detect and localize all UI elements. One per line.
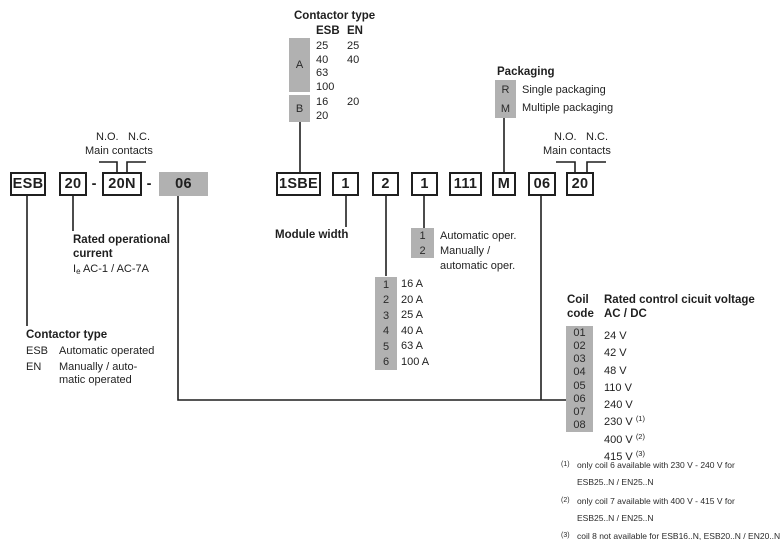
operation-label-1: Automatic oper. [440, 230, 517, 242]
order-box-111: 111 [449, 172, 482, 196]
order-box-current: 2 [372, 172, 399, 196]
connector-06L-to-coil-row [177, 196, 566, 401]
operation-label-2: Manually / [440, 245, 491, 257]
col-header-en: EN [347, 25, 363, 37]
connector-left-NC-bracket [126, 161, 146, 172]
coil-header-1b: code [567, 308, 594, 320]
coil-code-05: 05 [573, 379, 586, 392]
right-no-label: N.O. [554, 131, 577, 143]
footnote-2-marker: (2) [561, 497, 570, 504]
footnote-3-marker: (3) [561, 532, 570, 539]
operation-key-2: 2 [419, 244, 426, 257]
coil-voltage-column: 24 V 42 V 48 V 110 V 240 V 230 V (1) 400… [604, 330, 645, 463]
right-nc-label: N.C. [586, 131, 608, 143]
rated-current-formula: Ie AC-1 / AC-7A [73, 263, 149, 276]
footnote-1-line1: only coil 6 available with 230 V - 240 V… [577, 460, 735, 470]
connector-right-NC-bracket [586, 161, 606, 172]
order-box-1sbe: 1SBE [276, 172, 321, 196]
current-key-5: 5 [382, 340, 390, 353]
packaging-title: Packaging [497, 66, 555, 78]
left-main-contacts-label: Main contacts [85, 145, 153, 157]
group-b-en-values: 20 [347, 96, 360, 108]
rated-current-title-2: current [73, 248, 113, 260]
order-box-packaging: M [492, 172, 516, 196]
code-dash-1: - [91, 176, 97, 192]
module-width-label: Module width [275, 229, 349, 241]
type-code-en: EN [26, 361, 42, 373]
footnote-1-line2: ESB25..N / EN25..N [577, 477, 654, 487]
code-dash-2: - [146, 176, 152, 192]
group-a-esb-values: 25 40 63 100 [316, 40, 335, 93]
packaging-key-column: R M [495, 80, 516, 118]
operation-key-1: 1 [419, 229, 426, 242]
col-header-esb: ESB [316, 25, 340, 37]
current-key-1: 1 [382, 278, 390, 291]
packaging-key-m: M [500, 102, 511, 115]
packaging-label-multiple: Multiple packaging [522, 102, 614, 114]
packaging-label-single: Single packaging [522, 84, 606, 96]
right-main-contacts-label: Main contacts [543, 145, 611, 157]
coil-code-07: 07 [573, 406, 586, 419]
coil-code-03: 03 [573, 353, 586, 366]
footnote-2-line1: only coil 7 available with 400 V - 415 V… [577, 496, 735, 506]
group-b-esb-values: 16 20 [316, 96, 329, 122]
left-nc-label: N.C. [128, 131, 150, 143]
operation-label-2b: automatic oper. [440, 260, 516, 272]
coil-header-2b: AC / DC [604, 308, 647, 320]
type-label-en-2: matic operated [59, 374, 132, 386]
current-key-3: 3 [382, 309, 390, 322]
connector-right-NO-bracket [556, 161, 576, 172]
coil-code-06: 06 [573, 392, 586, 405]
connector-left-NO-bracket [99, 161, 118, 172]
code-box-contacts: 20N [102, 172, 142, 196]
code-box-current: 20 [59, 172, 87, 196]
operation-key-column: 1 2 [411, 228, 434, 258]
type-code-esb: ESB [26, 345, 49, 357]
coil-code-02: 02 [573, 339, 586, 352]
order-box-coil: 06 [528, 172, 556, 196]
code-box-coil-gray: 06 [159, 172, 208, 196]
rated-current-title-1: Rated operational [73, 234, 171, 246]
group-a-key: A [289, 38, 310, 92]
order-box-contacts: 20 [566, 172, 594, 196]
current-key-6: 6 [382, 356, 390, 369]
coil-code-column: 01 02 03 04 05 06 07 08 [566, 326, 593, 432]
coil-code-08: 08 [573, 419, 586, 432]
group-a-en-values: 25 40 [347, 40, 360, 66]
type-label-esb: Automatic operated [59, 345, 155, 357]
type-label-en: Manually / auto- [59, 361, 138, 373]
coil-header-1a: Coil [567, 294, 589, 306]
current-key-4: 4 [382, 325, 390, 338]
order-box-module-width: 1 [332, 172, 359, 196]
coil-header-2a: Rated control cicuit voltage [604, 294, 755, 306]
current-key-column: 1 2 3 4 5 6 [375, 277, 397, 370]
order-box-operation: 1 [411, 172, 438, 196]
coil-code-01: 01 [573, 326, 586, 339]
group-b-key: B [289, 95, 310, 122]
footnote-3-line1: coil 8 not available for ESB16..N, ESB20… [577, 531, 781, 541]
current-labels: 16 A 20 A 25 A 40 A 63 A 100 A [401, 278, 430, 368]
code-box-series: ESB [10, 172, 46, 196]
coil-code-04: 04 [573, 366, 586, 379]
contactor-type-top-title: Contactor type [294, 10, 376, 22]
left-no-label: N.O. [96, 131, 119, 143]
current-key-2: 2 [382, 294, 390, 307]
footnote-1-marker: (1) [561, 461, 570, 468]
packaging-key-r: R [501, 83, 510, 96]
footnote-2-line2: ESB25..N / EN25..N [577, 513, 654, 523]
contactor-type-bottom-title: Contactor type [26, 329, 108, 341]
